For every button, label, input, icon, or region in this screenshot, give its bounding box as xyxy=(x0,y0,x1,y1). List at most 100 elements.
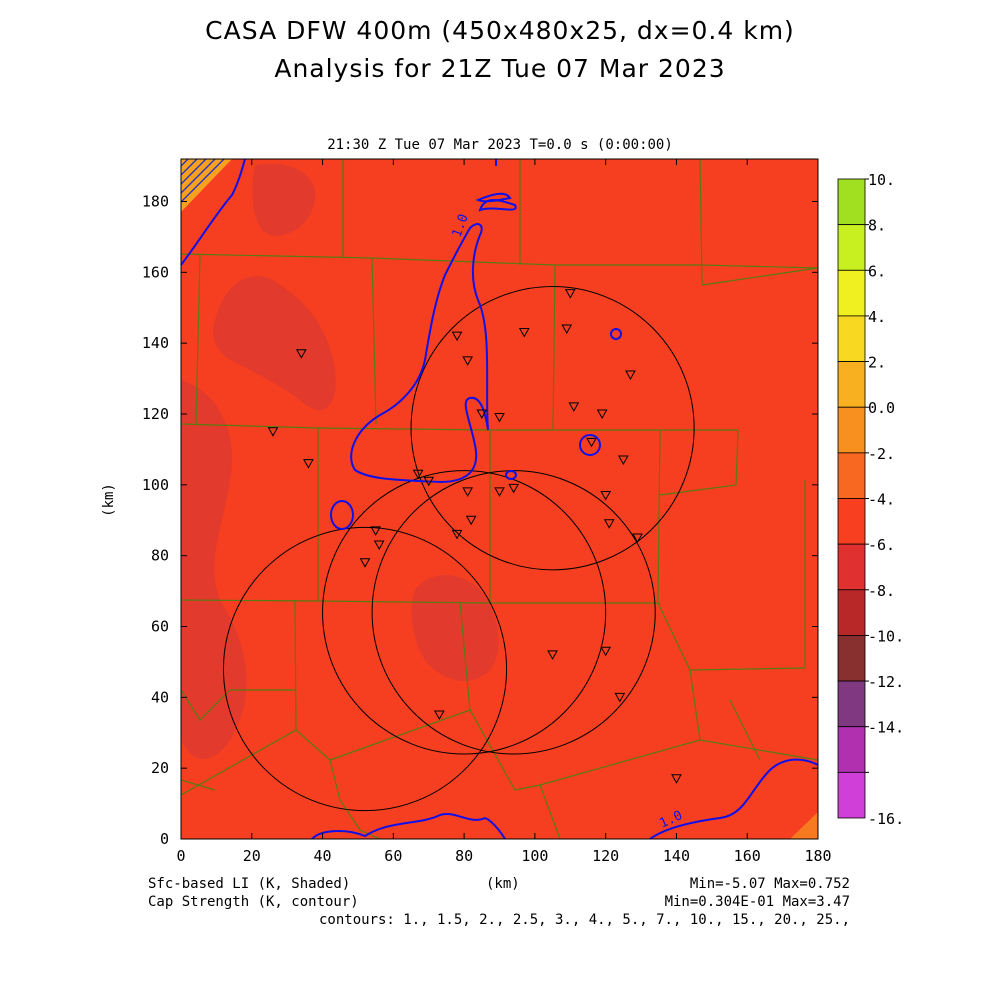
colorbar-label: -2. xyxy=(868,445,895,463)
station-markers xyxy=(267,289,682,784)
x-tick-label: 120 xyxy=(592,847,619,865)
colorbar-label: -12. xyxy=(868,673,904,691)
li-region-northwest xyxy=(213,276,336,410)
colorbar-swatch xyxy=(837,543,866,591)
y-tick-label: 160 xyxy=(142,263,169,281)
x-tick-label: 0 xyxy=(176,847,185,865)
radar-range-ring xyxy=(222,526,508,812)
station-marker xyxy=(596,409,608,420)
footer-contour-label: Cap Strength (K, contour) xyxy=(148,894,359,910)
radar-range-ring xyxy=(322,470,607,755)
station-marker xyxy=(508,483,520,494)
colorbar-swatch xyxy=(837,269,866,317)
x-tick-label: 80 xyxy=(455,847,473,865)
cap-hatch-nw xyxy=(181,159,225,203)
x-axis-label: (km) xyxy=(486,876,520,892)
cap-contour-south xyxy=(311,812,506,839)
station-marker xyxy=(423,476,435,487)
station-marker xyxy=(433,710,445,721)
li-region-west xyxy=(181,380,247,759)
analysis-time-title: Analysis for 21Z Tue 07 Mar 2023 xyxy=(274,54,726,83)
cap-contour-ring-2 xyxy=(505,470,517,480)
colorbar-label: -6. xyxy=(868,536,895,554)
cap-contour-nw xyxy=(181,159,246,266)
y-tick-label: 140 xyxy=(142,334,169,352)
colorbar-label: -8. xyxy=(868,582,895,600)
colorbar-swatch xyxy=(837,315,866,362)
y-tick-label: 80 xyxy=(151,547,169,565)
station-marker xyxy=(625,370,636,381)
li-shaded-field xyxy=(181,159,818,839)
colorbar-label: 8. xyxy=(868,217,886,235)
colorbar-swatch xyxy=(837,361,866,408)
x-axis: 0 20 40 60 80 100 120 140 160 180 xyxy=(176,159,832,865)
colorbar-swatch xyxy=(837,178,866,226)
panel-subtitle: 21:30 Z Tue 07 Mar 2023 T=0.0 s (0:00:00… xyxy=(327,137,673,153)
station-marker xyxy=(451,529,463,540)
county-boundaries xyxy=(181,159,818,839)
station-marker xyxy=(494,413,505,423)
station-marker xyxy=(561,324,573,335)
x-tick-label: 160 xyxy=(734,847,761,865)
cap-contour-central-lobe xyxy=(350,223,489,484)
colorbar-label: 6. xyxy=(868,262,886,280)
x-tick-label: 40 xyxy=(314,847,332,865)
station-marker xyxy=(412,469,424,480)
station-marker xyxy=(603,519,615,529)
y-tick-label: 0 xyxy=(160,830,169,848)
y-tick-label: 120 xyxy=(142,405,169,423)
colorbar-swatch xyxy=(837,498,866,545)
li-region-north xyxy=(252,163,316,236)
station-marker xyxy=(295,349,307,359)
radar-range-ring xyxy=(410,286,695,571)
station-marker xyxy=(451,331,463,342)
y-tick-label: 20 xyxy=(151,759,169,777)
cap-contour-small-loop-2 xyxy=(475,192,512,203)
y-tick-label: 40 xyxy=(151,688,169,706)
colorbar-swatch xyxy=(837,406,866,454)
colorbar-label: -14. xyxy=(868,719,904,737)
station-marker xyxy=(632,533,643,543)
colorbar-swatch xyxy=(837,680,866,728)
colorbar-label: 0.0 xyxy=(868,399,895,417)
station-marker xyxy=(465,515,477,526)
colorbar-swatch xyxy=(837,771,866,819)
y-tick-label: 100 xyxy=(142,476,169,494)
colorbar-swatch xyxy=(837,452,866,499)
x-tick-label: 100 xyxy=(521,847,548,865)
x-tick-label: 180 xyxy=(804,847,831,865)
station-marker xyxy=(600,646,612,657)
station-marker xyxy=(618,455,629,466)
colorbar-swatch xyxy=(837,726,866,773)
station-marker xyxy=(586,437,597,448)
colorbar-swatch xyxy=(837,589,866,636)
main-title: CASA DFW 400m (450x480x25, dx=0.4 km) xyxy=(205,16,795,45)
station-marker xyxy=(614,692,626,703)
station-marker xyxy=(518,328,530,338)
station-marker xyxy=(303,459,314,469)
plot-frame xyxy=(180,158,819,840)
colorbar-label: -16. xyxy=(868,810,904,828)
footer-shaded-label: Sfc-based LI (K, Shaded) xyxy=(148,876,351,892)
cap-contour-southeast xyxy=(649,758,818,839)
cap-contour-ring-1 xyxy=(330,500,354,530)
station-marker xyxy=(267,427,279,437)
station-marker xyxy=(547,650,558,660)
colorbar: 10. 8. 6. 4. 2. 0.0 -2. -4. -6. -8. -10. -12. -14. -1… xyxy=(837,171,904,828)
station-marker xyxy=(476,409,488,420)
station-marker xyxy=(462,356,474,366)
cap-strength-contours xyxy=(181,159,818,839)
colorbar-label: -4. xyxy=(868,491,895,509)
colorbar-label: 10. xyxy=(868,171,895,189)
colorbar-label: 2. xyxy=(868,354,886,372)
station-marker xyxy=(373,540,385,551)
footer-shaded-minmax: Min=-5.07 Max=0.752 xyxy=(689,876,850,892)
station-marker xyxy=(462,487,474,497)
li-high-corner-nw xyxy=(181,159,232,212)
cap-contour-ring-3 xyxy=(579,434,601,456)
y-tick-label: 60 xyxy=(151,618,169,636)
station-marker xyxy=(359,558,371,568)
map-plot-area: 1.0 1.0 xyxy=(181,159,818,839)
station-marker xyxy=(564,289,576,299)
